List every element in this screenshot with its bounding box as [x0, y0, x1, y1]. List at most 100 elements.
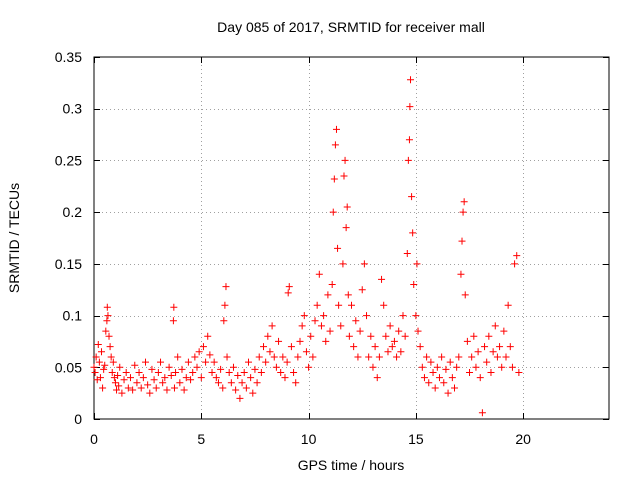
y-tick-label: 0.1 — [63, 308, 83, 324]
data-point — [148, 365, 156, 373]
data-point — [98, 348, 106, 356]
data-point — [451, 384, 458, 392]
grid-layer — [94, 57, 609, 419]
data-point — [504, 301, 512, 309]
data-point — [410, 281, 418, 289]
data-point — [324, 291, 332, 299]
data-point — [294, 353, 302, 361]
data-point — [90, 363, 98, 371]
y-tick-label: 0.35 — [55, 49, 82, 65]
data-point — [133, 379, 141, 387]
data-point — [390, 337, 398, 345]
data-point — [107, 353, 115, 361]
data-point — [260, 343, 268, 351]
data-point — [485, 332, 493, 340]
y-tick-label: 0.05 — [55, 359, 82, 375]
data-point — [109, 358, 117, 366]
data-point — [363, 312, 371, 320]
data-point — [356, 327, 364, 335]
data-point — [461, 291, 469, 299]
y-tick-label: 0 — [74, 411, 82, 427]
data-point — [139, 374, 147, 382]
data-point — [184, 358, 192, 366]
data-point — [470, 332, 478, 340]
data-point — [159, 379, 167, 387]
data-point — [204, 332, 212, 340]
data-point — [487, 368, 495, 376]
data-point — [281, 374, 289, 382]
data-point — [329, 208, 337, 216]
data-point — [284, 289, 292, 297]
data-point — [307, 332, 315, 340]
data-point — [407, 76, 415, 84]
data-point — [292, 379, 300, 387]
data-point — [339, 260, 347, 268]
y-tick-label: 0.3 — [63, 101, 83, 117]
data-point — [227, 379, 235, 387]
data-point — [350, 343, 358, 351]
data-point — [91, 368, 99, 376]
data-point — [170, 384, 178, 392]
points-layer — [90, 76, 523, 417]
data-point — [283, 358, 291, 366]
data-point — [335, 301, 343, 309]
data-point — [500, 327, 508, 335]
data-point — [126, 374, 134, 382]
data-point — [116, 363, 124, 371]
data-point — [220, 317, 228, 325]
data-point — [129, 386, 137, 394]
data-point — [317, 322, 325, 330]
data-point — [418, 363, 426, 371]
chart-title: Day 085 of 2017, SRMTID for receiver mal… — [217, 19, 485, 35]
data-point — [210, 358, 218, 366]
data-point — [115, 382, 123, 390]
data-point — [253, 379, 261, 387]
data-point — [305, 363, 313, 371]
data-point — [234, 372, 242, 380]
data-point — [290, 368, 298, 376]
data-point — [146, 389, 154, 397]
data-point — [174, 353, 182, 361]
data-point — [332, 125, 340, 133]
x-tick-label: 0 — [90, 431, 98, 447]
data-point — [405, 136, 413, 144]
y-tick-label: 0.25 — [55, 152, 82, 168]
data-point — [342, 224, 350, 232]
data-point — [221, 301, 229, 309]
data-point — [242, 384, 250, 392]
data-point — [498, 363, 506, 371]
data-point — [371, 343, 379, 351]
data-point — [219, 384, 227, 392]
data-point — [403, 250, 411, 258]
data-point — [444, 389, 452, 397]
data-point — [202, 358, 210, 366]
data-point — [474, 348, 482, 356]
data-point — [105, 332, 113, 340]
data-point — [360, 260, 368, 268]
data-point — [315, 270, 323, 278]
data-point — [264, 332, 272, 340]
data-point — [103, 317, 111, 325]
data-point — [238, 379, 246, 387]
x-tick-label: 20 — [515, 431, 531, 447]
data-point — [409, 229, 417, 237]
data-point — [322, 337, 330, 345]
data-point — [380, 301, 388, 309]
data-point — [92, 353, 100, 361]
data-point — [382, 332, 390, 340]
data-point — [334, 244, 342, 252]
y-tick-label: 0.15 — [55, 256, 82, 272]
data-point — [135, 368, 143, 376]
data-point — [102, 327, 110, 335]
data-point — [435, 374, 443, 382]
data-point — [114, 372, 122, 380]
data-point — [285, 283, 293, 291]
data-point — [511, 260, 519, 268]
data-point — [513, 252, 521, 260]
data-point — [214, 379, 222, 387]
data-point — [311, 317, 319, 325]
data-point — [408, 193, 416, 201]
data-point — [345, 332, 353, 340]
